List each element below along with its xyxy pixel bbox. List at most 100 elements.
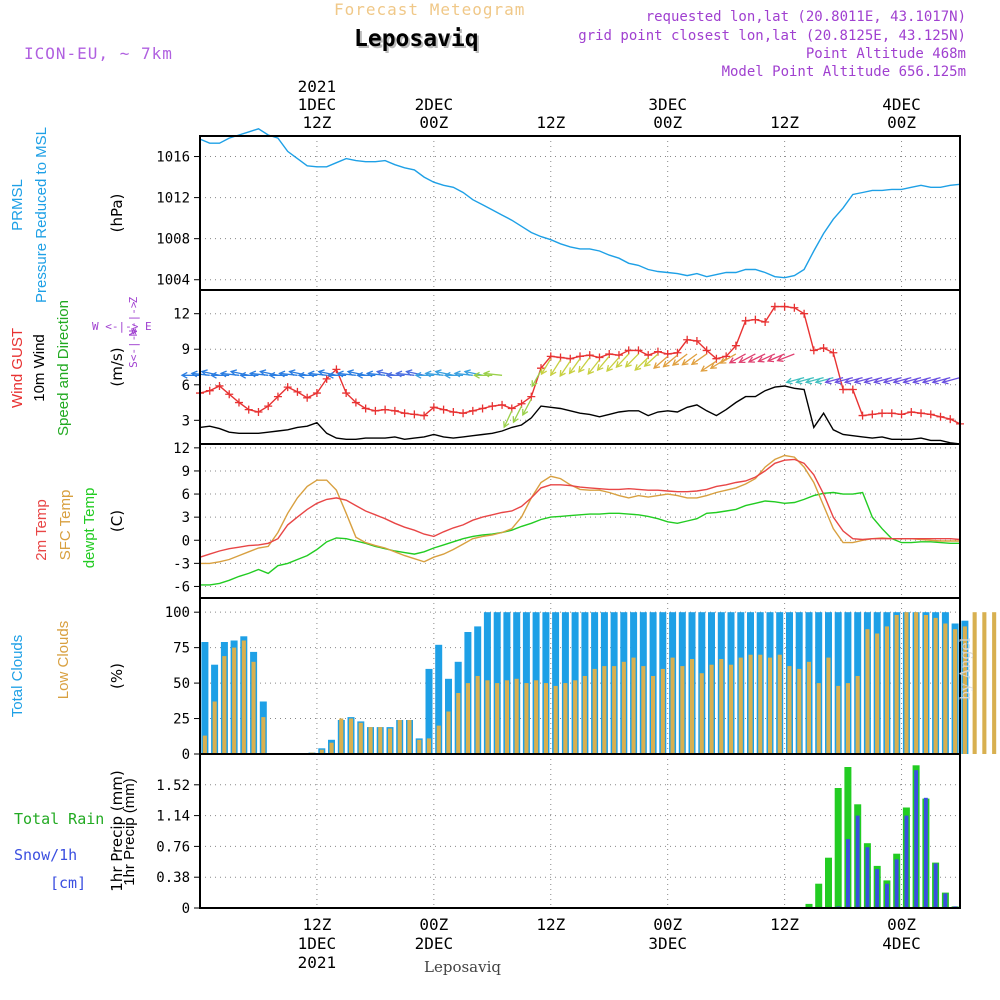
wind-arrow-head <box>268 371 276 379</box>
gust-marker <box>322 374 331 383</box>
bar-low-clouds <box>378 727 383 754</box>
bar-total-clouds <box>201 642 209 754</box>
gust-marker <box>770 302 779 311</box>
wind-arrow-head <box>757 356 765 363</box>
wind-direction-arrow <box>710 358 727 369</box>
gust-marker <box>926 410 935 419</box>
wind-direction-arrow <box>597 355 610 371</box>
wind-arrow-head <box>921 377 930 385</box>
wind-direction-arrow <box>874 377 892 383</box>
gust-marker <box>488 402 497 411</box>
wind-direction-arrow <box>913 377 931 383</box>
wind-direction-arrow <box>758 353 776 363</box>
wind-arrow-head <box>443 371 451 379</box>
time-label-bottom: 12Z <box>536 915 565 934</box>
wind-arrow-head <box>385 371 393 379</box>
panel-frame-pressure <box>199 135 961 291</box>
wind-direction-arrow <box>932 377 951 383</box>
gust-marker <box>283 383 292 392</box>
bar-low-clouds <box>709 664 714 754</box>
bar-snow <box>855 815 860 908</box>
series-2m-temp <box>199 458 961 558</box>
time-label-top: 3DEC <box>648 95 687 114</box>
bar-low-clouds <box>797 668 802 754</box>
bar-total-rain <box>844 767 852 908</box>
bar-total-clouds <box>552 612 560 754</box>
wind-arrow-head <box>239 371 247 379</box>
gust-marker <box>683 335 692 344</box>
bar-low-clouds <box>972 612 977 754</box>
y-tick-label: 1.14 <box>156 809 190 825</box>
y-tick-label: 1012 <box>156 191 190 207</box>
location-title: Leposaviq <box>354 26 479 52</box>
wind-direction-arrow <box>522 398 532 416</box>
bar-low-clouds <box>329 742 334 754</box>
wind-arrow-head <box>288 369 296 376</box>
bar-low-clouds <box>388 728 393 754</box>
y-axis-label: (hPa) <box>108 194 126 233</box>
bar-low-clouds <box>563 683 568 754</box>
wind-arrow-head <box>902 377 910 385</box>
gust-marker <box>225 390 234 399</box>
time-label-bottom: 2021 <box>298 953 337 972</box>
y-tick-label: 12 <box>173 307 190 323</box>
y-tick-label: 0.38 <box>156 870 190 886</box>
bar-snow <box>933 863 938 908</box>
bar-low-clouds <box>894 615 899 754</box>
top-title: Forecast Meteogram <box>334 0 526 19</box>
wind-arrow-head <box>709 362 717 369</box>
y-tick-label: 1.52 <box>156 778 190 794</box>
bar-low-clouds <box>651 676 656 754</box>
legend-low-clouds: Low Clouds <box>55 621 72 699</box>
y-tick-label: 3 <box>182 413 190 429</box>
bar-low-clouds <box>992 612 997 754</box>
bar-low-clouds <box>212 701 217 754</box>
bar-low-clouds <box>368 727 373 754</box>
wind-arrow-head <box>482 370 490 378</box>
wind-arrow-head <box>434 369 442 376</box>
series-sfc-temp <box>200 454 960 565</box>
gust-marker <box>410 410 419 419</box>
gust-marker <box>946 415 955 424</box>
bar-low-clouds <box>719 659 724 754</box>
bar-low-clouds <box>582 676 587 754</box>
time-label-top: 00Z <box>653 113 682 132</box>
wind-arrow-head <box>472 371 480 379</box>
wind-arrow-head <box>814 377 822 385</box>
wind-direction-arrow <box>569 358 581 374</box>
y-axis-label: (C) <box>108 510 126 532</box>
wind-arrow-head <box>681 358 689 366</box>
gust-marker <box>897 410 906 419</box>
gust-marker <box>215 381 224 390</box>
bar-low-clouds <box>845 683 850 754</box>
gust-marker <box>342 389 351 398</box>
compass-label: N <box>127 330 140 337</box>
legend-speed-direction: Speed and Direction <box>55 300 72 436</box>
gust-marker <box>819 344 828 353</box>
time-label-bottom: 00Z <box>653 915 682 934</box>
y-tick-label: 0 <box>182 901 190 917</box>
bar-low-clouds <box>553 685 558 754</box>
wind-arrow-head <box>882 377 891 385</box>
bar-low-clouds <box>631 657 636 754</box>
wind-direction-arrow <box>806 377 824 383</box>
wind-direction-arrow <box>845 377 863 383</box>
wind-arrow-head <box>424 370 432 378</box>
bar-low-clouds <box>826 657 831 754</box>
bar-low-clouds <box>504 680 509 754</box>
time-label-top: 00Z <box>887 113 916 132</box>
time-label-top: 12Z <box>302 113 331 132</box>
time-label-top: 1DEC <box>298 95 337 114</box>
gust-marker <box>498 400 507 409</box>
bar-low-clouds <box>524 683 529 754</box>
gust-marker <box>868 410 877 419</box>
gust-marker <box>790 303 799 312</box>
gust-marker <box>273 392 282 401</box>
wind-direction-arrow <box>893 377 912 383</box>
time-label-bottom: 2DEC <box>415 934 454 953</box>
wind-arrow-head <box>863 377 871 385</box>
legend-wind-gust: Wind GUST <box>9 328 26 408</box>
legend-total-rain: Total Rain <box>14 810 104 828</box>
y-axis-label: (%) <box>108 663 126 689</box>
bar-total-clouds <box>425 668 433 754</box>
